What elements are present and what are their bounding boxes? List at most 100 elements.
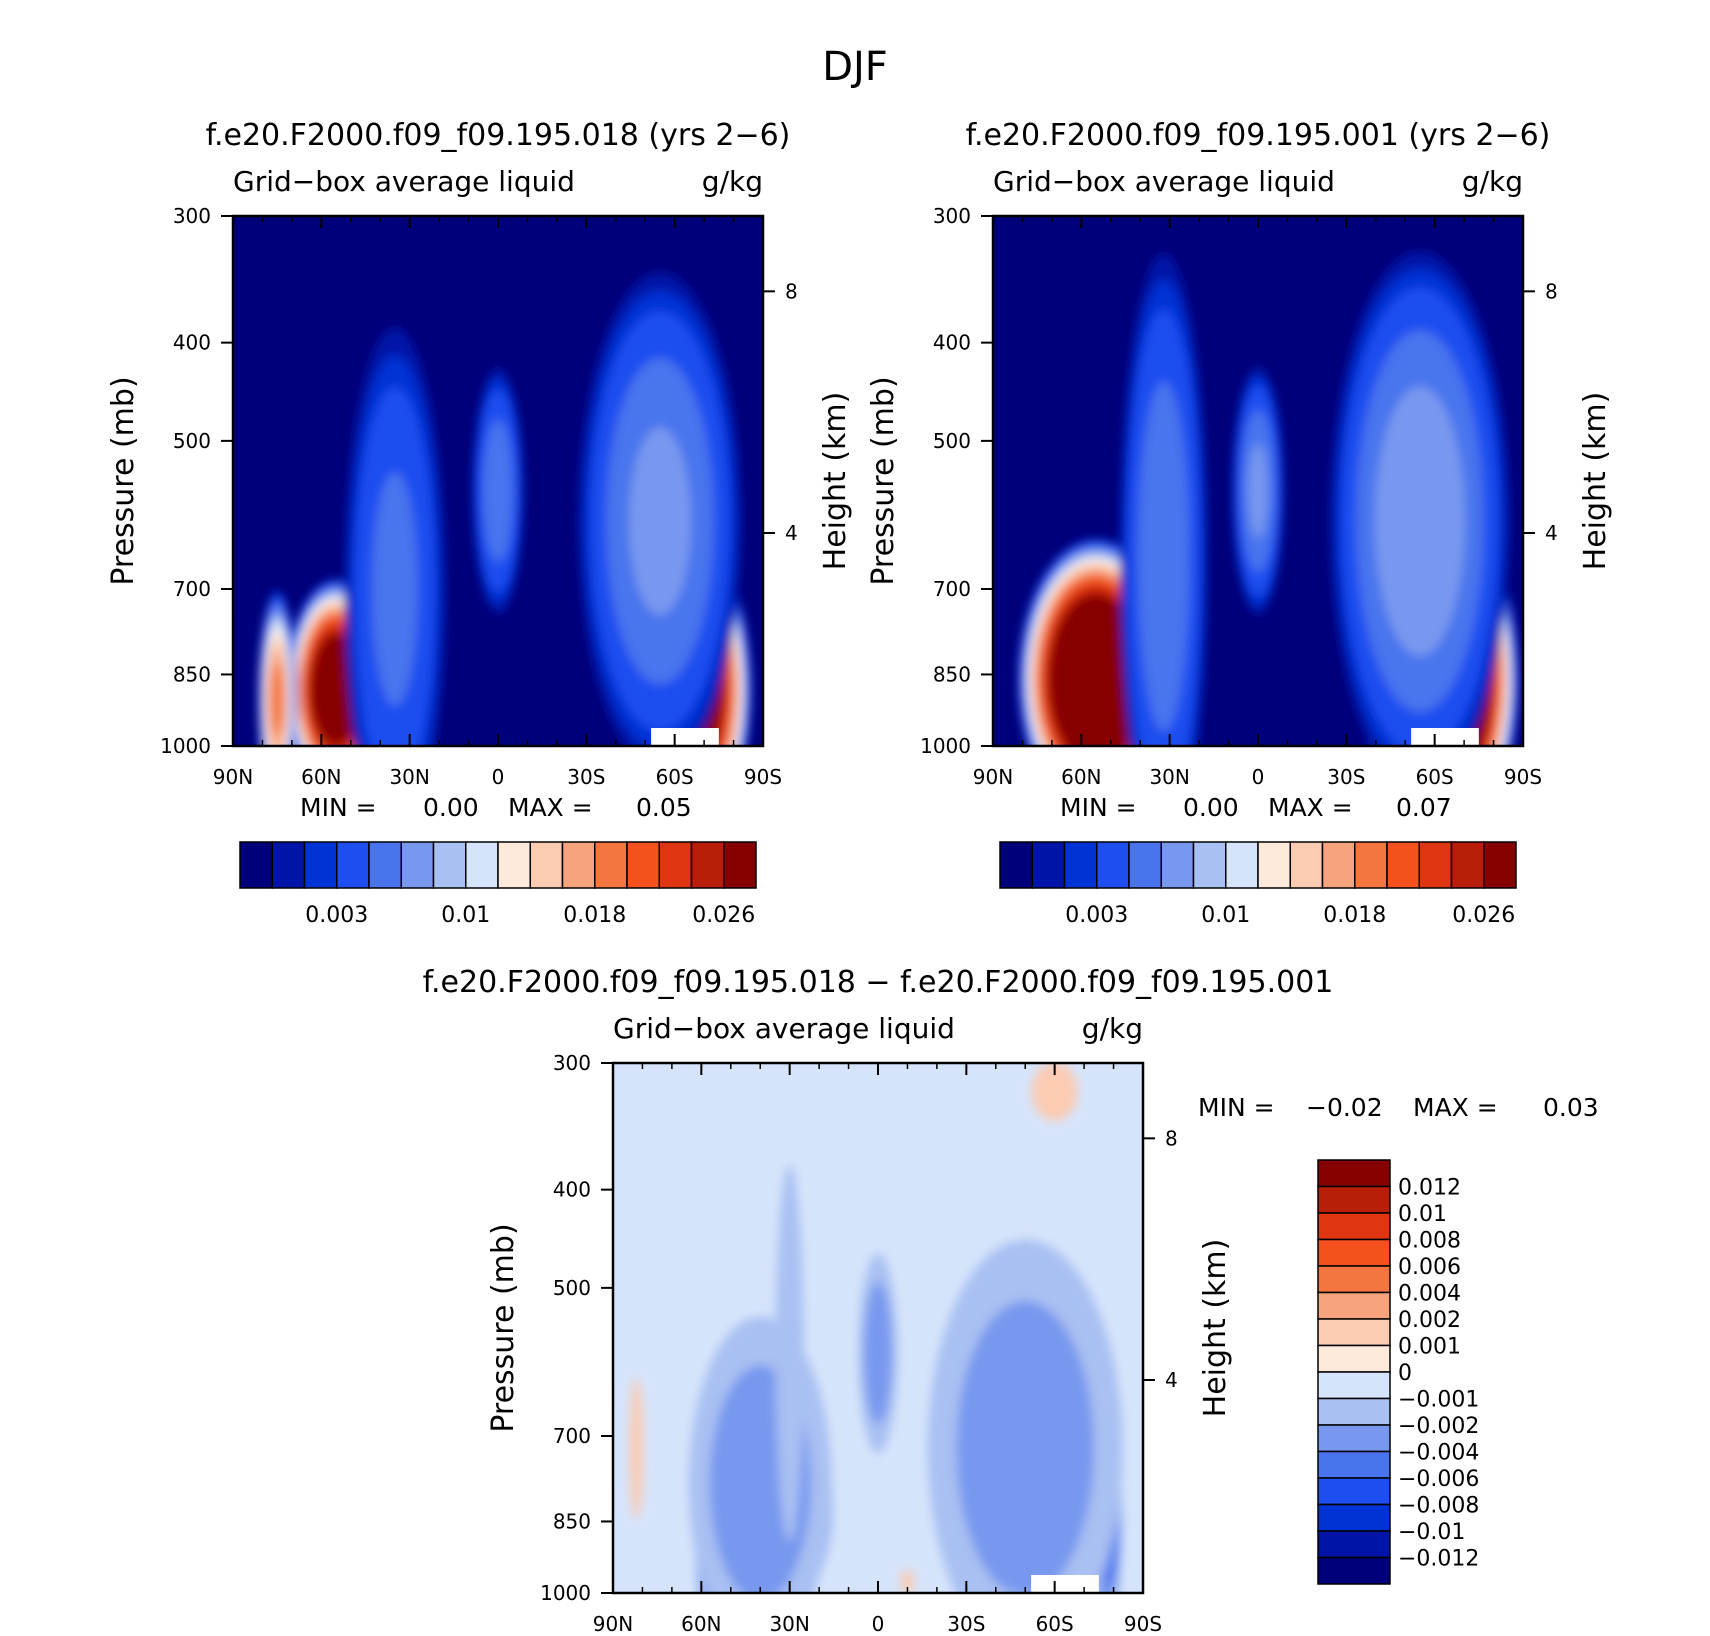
colorbar-label: 0.008	[1398, 1229, 1461, 1254]
y-tick-label: 400	[553, 1178, 591, 1202]
y2-axis-label-001: Height (km)	[1578, 392, 1613, 571]
max-label-diff: MAX =	[1413, 1093, 1498, 1122]
colorbar-label: 0.018	[1323, 903, 1386, 928]
y-tick-label: 500	[553, 1276, 591, 1300]
units-label-diff: g/kg	[1082, 1012, 1143, 1045]
y-tick-label: 850	[933, 662, 971, 686]
y-tick-label: 1000	[920, 734, 971, 758]
contour-blob-9	[629, 1377, 644, 1520]
colorbar-label: −0.004	[1398, 1441, 1479, 1466]
y-tick-label: 500	[173, 429, 211, 453]
contour-level-8	[1031, 1063, 1078, 1121]
colorbar-swatch	[690, 841, 725, 889]
colorbar-swatch	[1321, 841, 1356, 889]
colorbar-label: 0.006	[1398, 1255, 1461, 1280]
colorbar-swatch	[1160, 841, 1195, 889]
contour-level-8	[629, 1377, 644, 1520]
colorbar-swatch	[239, 841, 273, 889]
contour-field-001	[993, 216, 1523, 746]
axes-018: 90N 60N 30N 0 30S 60S 90S 300 400 500 700 850 1000 8 4	[160, 204, 798, 789]
colorbar-swatch	[1257, 841, 1291, 889]
colorbar-swatch	[1096, 841, 1130, 889]
contour-field-018	[233, 216, 763, 746]
topography-mask	[1031, 1575, 1099, 1593]
colorbar-swatch	[1317, 1291, 1391, 1320]
topography-mask	[1411, 728, 1479, 746]
y-tick-label: 400	[173, 331, 211, 355]
height-tick-label: 4	[785, 521, 798, 545]
colorbar-label: −0.008	[1398, 1494, 1479, 1519]
colorbar-swatch	[303, 841, 338, 889]
min-label-diff: MIN =	[1198, 1093, 1275, 1122]
colorbar-label: 0.004	[1398, 1282, 1461, 1307]
units-label-018: g/kg	[702, 165, 763, 198]
colorbar-label: 0.002	[1398, 1308, 1461, 1333]
y-tick-label: 850	[173, 662, 211, 686]
colorbar-label: 0.003	[1065, 903, 1128, 928]
y-tick-label: 300	[553, 1051, 591, 1075]
contour-blob-5	[775, 1165, 804, 1542]
colorbar-swatch	[1317, 1159, 1391, 1188]
var-label-001: Grid−box average liquid	[993, 165, 1335, 198]
max-value-018: 0.05	[636, 793, 692, 822]
colorbar-label: 0.003	[305, 903, 368, 928]
colorbar-swatch	[1450, 841, 1485, 889]
colorbar-001: 0.003 0.01 0.018 0.026	[999, 841, 1517, 928]
colorbar-label: 0.001	[1398, 1335, 1461, 1360]
max-label-018: MAX =	[508, 793, 593, 822]
x-tick-label: 60N	[301, 765, 341, 789]
contour-level-5	[864, 1282, 892, 1425]
x-tick-label: 90N	[973, 765, 1013, 789]
field-contours	[1017, 251, 1520, 746]
colorbar-swatch	[1317, 1212, 1391, 1241]
colorbar-label: 0.018	[563, 903, 626, 928]
x-tick-label: 30S	[567, 765, 605, 789]
min-value-001: 0.00	[1183, 793, 1239, 822]
min-label-001: MIN =	[1060, 793, 1137, 822]
colorbar-swatch	[1386, 841, 1420, 889]
case-title-018: f.e20.F2000.f09_f09.195.018 (yrs 2−6)	[206, 118, 791, 153]
x-tick-label: 90S	[744, 765, 782, 789]
colorbar-swatch	[1483, 841, 1517, 889]
contour-blob-6	[858, 1253, 898, 1454]
colorbar-swatch	[1192, 841, 1227, 889]
colorbar-label: 0.012	[1398, 1176, 1461, 1201]
colorbar-label: 0.01	[1398, 1202, 1447, 1227]
colorbar-swatch	[1317, 1530, 1391, 1559]
colorbar-swatch	[1317, 1450, 1391, 1479]
contour-level-8	[900, 1569, 914, 1593]
contour-level-6	[775, 1165, 804, 1542]
colorbar-swatch	[368, 841, 402, 889]
colorbar-swatch	[1031, 841, 1066, 889]
x-tick-label: 30N	[769, 1612, 809, 1636]
y2-axis-label-018: Height (km)	[818, 392, 853, 571]
field-contours	[629, 1063, 1123, 1593]
y-tick-label: 300	[933, 204, 971, 228]
contour-blob-5	[578, 272, 742, 746]
colorbar-018: 0.003 0.01 0.018 0.026	[239, 841, 757, 928]
axes-001: 90N 60N 30N 0 30S 60S 90S 300 400 500 700 850 1000 8 4	[920, 204, 1558, 789]
colorbar-swatch	[1317, 1238, 1391, 1267]
colorbar-swatch	[1317, 1503, 1391, 1532]
colorbar-swatch	[1317, 1556, 1391, 1585]
x-tick-label: 60S	[1416, 765, 1454, 789]
y-tick-label: 700	[173, 577, 211, 601]
contour-blob-10	[900, 1569, 914, 1593]
colorbar-label: 0	[1398, 1361, 1412, 1386]
x-tick-label: 30N	[389, 765, 429, 789]
x-tick-label: 60N	[681, 1612, 721, 1636]
colorbar-swatch	[1418, 841, 1453, 889]
y-tick-label: 500	[933, 429, 971, 453]
case-title-001: f.e20.F2000.f09_f09.195.001 (yrs 2−6)	[966, 118, 1551, 153]
colorbar-label: −0.006	[1398, 1467, 1479, 1492]
contour-level-3	[483, 419, 513, 562]
y-tick-label: 1000	[540, 1581, 591, 1605]
min-value-diff: −0.02	[1306, 1093, 1383, 1122]
colorbar-swatch	[561, 841, 596, 889]
x-tick-label: 0	[492, 765, 505, 789]
contour-blob-4	[344, 327, 446, 746]
colorbar-swatch	[1225, 841, 1259, 889]
colorbar-swatch	[465, 841, 499, 889]
y-axis-label-018: Pressure (mb)	[106, 376, 141, 585]
